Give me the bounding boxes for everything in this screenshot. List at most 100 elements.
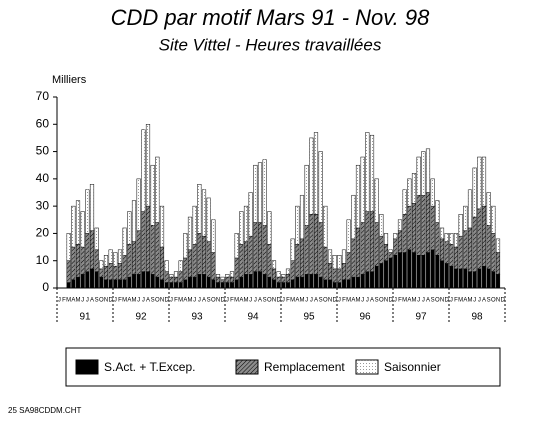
x-tick-label: J bbox=[478, 298, 481, 304]
x-tick-label: A bbox=[370, 298, 374, 304]
bar-texture bbox=[267, 244, 272, 278]
bar-texture bbox=[416, 157, 421, 196]
x-tick-label: N bbox=[384, 298, 388, 304]
x-tick-label: M bbox=[188, 298, 193, 304]
bar-texture bbox=[463, 206, 468, 231]
bar-texture bbox=[66, 260, 71, 283]
bar-segment bbox=[80, 274, 85, 289]
bar-segment bbox=[453, 268, 459, 289]
bar-texture bbox=[225, 274, 230, 278]
x-tick-label: M bbox=[290, 298, 295, 304]
bar-segment bbox=[159, 279, 165, 289]
bar-segment bbox=[416, 255, 421, 289]
bar-segment bbox=[281, 282, 286, 289]
bar-segment bbox=[458, 268, 463, 289]
bar-texture bbox=[290, 260, 295, 280]
bar-texture bbox=[388, 249, 393, 253]
bar-segment bbox=[220, 282, 225, 289]
bar-texture bbox=[365, 132, 370, 212]
year-label: 96 bbox=[359, 312, 371, 323]
bar-texture bbox=[258, 162, 262, 223]
x-tick-label: J bbox=[417, 298, 420, 304]
bar-texture bbox=[304, 225, 309, 275]
bar-segment bbox=[327, 279, 333, 289]
bar-texture bbox=[435, 222, 440, 256]
x-tick-label: D bbox=[444, 298, 449, 304]
x-tick-label: F bbox=[342, 298, 346, 304]
x-tick-label: O bbox=[267, 298, 272, 304]
bar-texture bbox=[94, 227, 99, 250]
y-tick-label: 60 bbox=[36, 116, 50, 130]
bar-texture bbox=[94, 249, 99, 272]
legend-swatch bbox=[75, 359, 99, 375]
x-tick-label: A bbox=[183, 298, 187, 304]
bar-texture bbox=[85, 233, 90, 272]
bar-texture bbox=[416, 195, 421, 256]
bar-segment bbox=[99, 276, 104, 289]
bar-texture bbox=[127, 244, 132, 278]
year-label: 98 bbox=[471, 312, 483, 323]
x-tick-label: M bbox=[402, 298, 407, 304]
bar-segment bbox=[299, 276, 305, 289]
bar-texture bbox=[239, 211, 244, 245]
x-tick-label: M bbox=[76, 298, 81, 304]
x-tick-label: M bbox=[178, 298, 183, 304]
bar-texture bbox=[262, 159, 267, 226]
y-tick-label: 30 bbox=[36, 198, 50, 212]
bar-texture bbox=[342, 263, 346, 280]
bar-segment bbox=[318, 276, 323, 289]
x-tick-label: F bbox=[118, 298, 122, 304]
x-tick-label: A bbox=[314, 298, 318, 304]
x-tick-label: A bbox=[426, 298, 430, 304]
legend-box bbox=[65, 347, 501, 387]
bar-segment bbox=[187, 276, 193, 289]
x-tick-label: D bbox=[276, 298, 281, 304]
bar-segment bbox=[271, 279, 277, 289]
bar-texture bbox=[71, 247, 76, 280]
x-tick-label: O bbox=[99, 298, 104, 304]
legend-label: Saisonnier bbox=[384, 360, 441, 374]
bar-texture bbox=[136, 178, 141, 231]
bar-segment bbox=[117, 279, 123, 289]
bar-texture bbox=[132, 241, 136, 275]
bar-texture bbox=[421, 151, 426, 196]
bar-segment bbox=[173, 282, 179, 289]
x-tick-label: S bbox=[375, 298, 379, 304]
bar-texture bbox=[66, 233, 71, 261]
bar-texture bbox=[90, 184, 94, 231]
bar-segment bbox=[141, 271, 146, 289]
year-label: 91 bbox=[79, 312, 91, 323]
x-tick-label: S bbox=[207, 298, 211, 304]
bar-texture bbox=[351, 195, 356, 239]
bar-texture bbox=[183, 257, 188, 280]
bar-texture bbox=[90, 230, 94, 269]
bar-texture bbox=[122, 227, 127, 256]
legend-label: Remplacement bbox=[264, 360, 345, 374]
bar-texture bbox=[384, 244, 388, 261]
bar-texture bbox=[412, 173, 416, 204]
x-tick-label: J bbox=[450, 298, 453, 304]
bar-segment bbox=[313, 274, 319, 289]
x-tick-label: O bbox=[155, 298, 160, 304]
x-tick-label: O bbox=[323, 298, 328, 304]
y-tick-label: 20 bbox=[36, 226, 50, 240]
bar-texture bbox=[482, 206, 486, 267]
bar-segment bbox=[379, 263, 384, 289]
bar-segment bbox=[388, 257, 393, 289]
bar-texture bbox=[76, 244, 80, 278]
bar-segment bbox=[444, 263, 449, 289]
x-tick-label: N bbox=[104, 298, 108, 304]
bar-segment bbox=[309, 274, 314, 289]
x-tick-label: D bbox=[108, 298, 113, 304]
bar-texture bbox=[113, 266, 118, 280]
bar-segment bbox=[183, 279, 188, 289]
x-tick-label: F bbox=[174, 298, 178, 304]
bar-texture bbox=[370, 211, 374, 272]
bar-segment bbox=[402, 252, 407, 289]
bar-segment bbox=[257, 271, 263, 289]
bar-texture bbox=[104, 255, 108, 267]
bar-segment bbox=[435, 255, 440, 289]
x-tick-label: M bbox=[132, 298, 137, 304]
bar-texture bbox=[141, 129, 146, 212]
x-tick-label: J bbox=[114, 298, 117, 304]
